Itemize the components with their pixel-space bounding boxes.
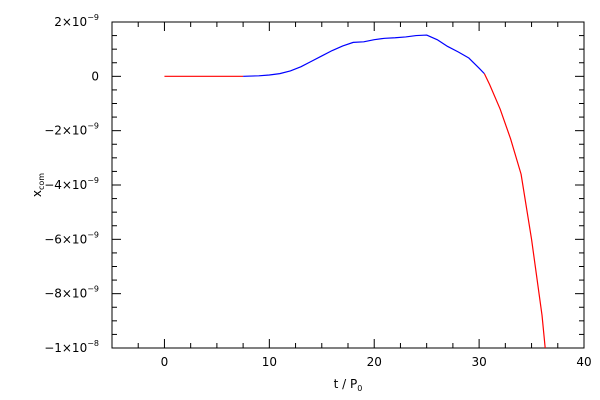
plot-frame	[111, 21, 585, 349]
y-tick-label: −2×10−9	[44, 122, 99, 138]
y-axis-title-main: x	[30, 190, 44, 197]
y-tick-mantissa: −4×10	[44, 178, 87, 192]
y-tick-mantissa: −2×10	[44, 124, 87, 138]
x-tick-label: 20	[367, 355, 382, 369]
series-line-3	[483, 73, 546, 349]
y-tick-mantissa: −1×10	[44, 341, 87, 355]
x-axis-title: t / P0	[334, 377, 363, 393]
y-tick-exponent: −9	[87, 285, 99, 294]
y-tick-label: −8×10−9	[44, 285, 99, 301]
x-tick-label: 40	[576, 355, 591, 369]
x-axis-title-main: t / P	[334, 377, 358, 391]
y-tick-exponent: −9	[87, 13, 99, 22]
y-tick-label: 2×10−9	[54, 13, 99, 29]
y-axis-title: xcom	[30, 173, 46, 197]
x-tick-label: 0	[161, 355, 169, 369]
y-tick-label: 0	[91, 69, 99, 83]
y-tick-mantissa: −8×10	[44, 287, 87, 301]
axis-ticks	[111, 21, 585, 349]
y-tick-exponent: −9	[87, 122, 99, 131]
y-tick-mantissa: 0	[91, 69, 99, 83]
y-tick-exponent: −9	[87, 176, 99, 185]
y-tick-exponent: −9	[87, 230, 99, 239]
x-tick-label: 30	[471, 355, 486, 369]
y-tick-label: −1×10−8	[44, 339, 99, 355]
y-tick-label: −4×10−9	[44, 176, 99, 192]
y-axis-title-sub: com	[37, 173, 46, 190]
x-axis-title-sub: 0	[357, 384, 362, 393]
y-tick-mantissa: 2×10	[54, 15, 87, 29]
series-line-2	[243, 34, 485, 77]
x-tick-label: 10	[262, 355, 277, 369]
y-tick-mantissa: −6×10	[44, 232, 87, 246]
tick-labels: 0 10 20 30 402×10−90−2×10−9−4×10−9−6×10−9−8×…	[44, 13, 591, 369]
series-lines	[164, 34, 546, 349]
y-tick-label: −6×10−9	[44, 230, 99, 246]
y-tick-exponent: −8	[87, 339, 99, 348]
